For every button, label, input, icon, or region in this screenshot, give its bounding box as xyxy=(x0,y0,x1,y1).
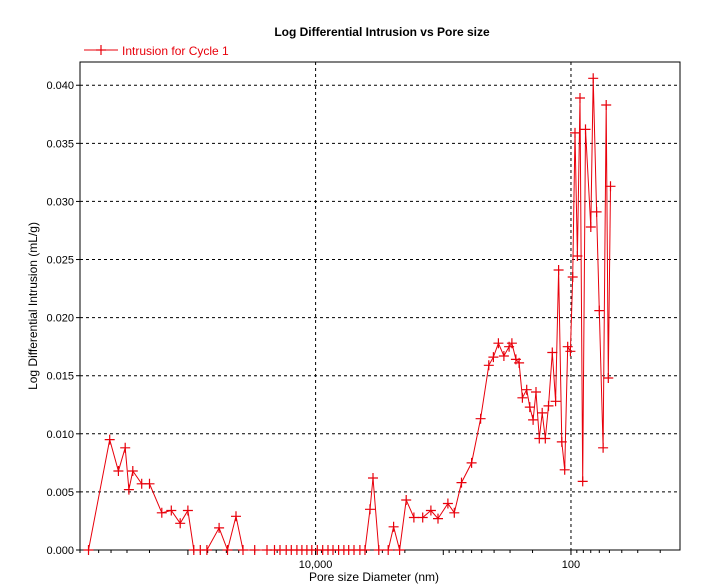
y-tick-label: 0.010 xyxy=(46,429,74,441)
data-point-marker xyxy=(483,360,494,371)
y-axis-label: Log Differential Intrusion (mL/g) xyxy=(26,222,40,390)
data-point-marker xyxy=(417,512,428,523)
y-tick-label: 0.000 xyxy=(46,545,74,557)
data-point-marker xyxy=(442,498,453,509)
data-point-marker xyxy=(521,384,532,395)
data-point-marker xyxy=(401,495,412,505)
data-point-marker xyxy=(553,265,564,275)
legend-marker xyxy=(96,45,106,55)
data-point-marker xyxy=(550,396,561,407)
data-point-marker xyxy=(466,457,477,468)
y-tick-label: 0.015 xyxy=(46,371,74,383)
data-point-marker xyxy=(577,476,588,487)
data-point-marker xyxy=(123,484,134,495)
data-point-marker xyxy=(360,545,370,555)
data-point-marker xyxy=(572,251,583,261)
x-tick-label: 100 xyxy=(562,559,580,571)
data-point-marker xyxy=(537,407,548,418)
data-point-marker xyxy=(601,100,612,110)
legend: Intrusion for Cycle 1 xyxy=(84,44,229,58)
data-point-marker xyxy=(559,464,570,475)
y-tick-label: 0.005 xyxy=(46,487,74,499)
data-point-marker xyxy=(175,518,186,529)
data-point-marker xyxy=(528,414,539,425)
data-point-marker xyxy=(493,338,504,349)
data-point-marker xyxy=(547,347,558,358)
y-tick-label: 0.020 xyxy=(46,313,74,325)
y-tick-label: 0.040 xyxy=(46,80,74,92)
data-point-marker xyxy=(394,545,405,555)
data-point-marker xyxy=(365,504,375,515)
data-point-marker xyxy=(113,466,124,476)
legend-label: Intrusion for Cycle 1 xyxy=(122,44,229,58)
data-point-marker xyxy=(562,341,573,352)
data-point-marker xyxy=(488,352,499,363)
data-point-marker xyxy=(144,478,155,489)
data-point-marker xyxy=(249,545,260,555)
data-point-marker xyxy=(456,477,467,488)
data-point-marker xyxy=(373,545,384,555)
data-point-marker xyxy=(570,127,580,138)
data-point-marker xyxy=(498,351,509,361)
data-point-marker xyxy=(475,413,486,424)
data-point-marker xyxy=(222,545,233,555)
data-point-marker xyxy=(368,473,378,483)
data-point-marker xyxy=(540,433,551,444)
data-point-marker xyxy=(214,522,225,533)
data-point-marker xyxy=(605,181,616,192)
x-tick-label: 10,000 xyxy=(299,559,333,571)
data-point-marker xyxy=(594,305,605,316)
data-point-marker xyxy=(556,436,567,447)
data-point-marker xyxy=(120,442,131,453)
data-point-marker xyxy=(603,373,614,383)
data-point-marker xyxy=(104,434,115,445)
data-point-marker xyxy=(383,545,394,555)
data-point-marker xyxy=(514,357,525,368)
data-point-marker xyxy=(182,505,193,516)
data-point-marker xyxy=(580,124,591,135)
y-tick-label: 0.035 xyxy=(46,138,74,150)
x-axis: 10,000 100 xyxy=(79,550,661,571)
data-point-marker xyxy=(543,400,554,411)
data-point-marker xyxy=(408,512,419,523)
y-axis: 0.000 0.005 0.010 0.015 0.020 0.025 0.030 0.035… xyxy=(46,80,80,557)
data-point-marker xyxy=(388,521,399,532)
data-point-marker xyxy=(127,466,138,476)
chart-title: Log Differential Intrusion vs Pore size xyxy=(274,25,490,39)
plot-area-border xyxy=(79,61,681,551)
data-point-marker xyxy=(575,93,585,103)
data-point-marker xyxy=(433,513,443,524)
data-point-marker xyxy=(517,392,528,403)
y-tick-label: 0.025 xyxy=(46,255,74,267)
series-intrusion-cycle-1 xyxy=(83,73,616,555)
data-point-marker xyxy=(166,505,177,516)
data-point-marker xyxy=(524,402,535,413)
data-point-marker xyxy=(531,387,541,397)
data-point-marker xyxy=(201,545,212,555)
data-point-marker xyxy=(425,505,436,516)
data-point-marker xyxy=(565,346,576,357)
data-point-marker xyxy=(585,222,596,232)
data-point-marker xyxy=(598,442,609,453)
data-point-marker xyxy=(231,511,241,522)
series-line xyxy=(88,78,611,552)
data-point-marker xyxy=(567,272,578,282)
grid-lines xyxy=(80,62,680,550)
data-point-marker xyxy=(449,507,460,518)
y-tick-label: 0.030 xyxy=(46,196,74,208)
data-point-marker xyxy=(506,338,517,349)
data-point-marker xyxy=(83,545,94,555)
x-axis-label: Pore size Diameter (nm) xyxy=(309,570,439,584)
data-point-marker xyxy=(156,507,167,518)
data-point-marker xyxy=(238,545,248,555)
data-point-marker xyxy=(588,73,599,84)
data-point-marker xyxy=(591,206,602,217)
